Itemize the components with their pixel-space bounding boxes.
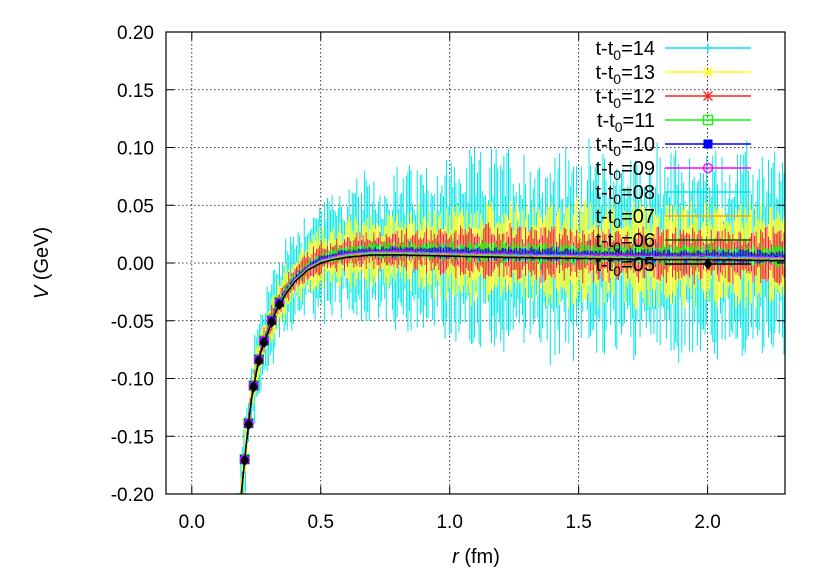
legend-marker — [703, 91, 713, 101]
series-line — [240, 253, 785, 494]
legend-label-suffix: =08 — [621, 182, 655, 204]
y-tick-label: 0.10 — [117, 139, 154, 160]
legend-label: t-t0=12 — [595, 86, 655, 111]
legend-label-prefix: t-t — [595, 206, 613, 228]
data-point — [259, 337, 269, 349]
legend-label: t-t0=11 — [597, 110, 655, 135]
legend-label: t-t0=09 — [595, 158, 655, 183]
legend-label-suffix: =06 — [621, 230, 655, 252]
series-08 — [240, 251, 785, 494]
legend-label-suffix: =13 — [621, 62, 655, 84]
series-line — [240, 252, 785, 494]
y-tick-label: -0.10 — [111, 370, 154, 391]
legend-marker — [703, 67, 713, 77]
x-tick-label: 2.0 — [694, 512, 720, 533]
legend-label-prefix: t-t — [595, 86, 613, 108]
legend-marker — [703, 258, 713, 270]
data-point — [240, 455, 250, 467]
legend-label-sub: 0 — [613, 263, 621, 279]
legend-label-suffix: =09 — [621, 158, 655, 180]
y-axis-label: V (GeV) — [31, 227, 53, 299]
y-tick-label: -0.05 — [111, 312, 154, 333]
legend-label-prefix: t-t — [595, 230, 613, 252]
x-tick-label: 0.5 — [308, 512, 334, 533]
x-axis-unit: (fm) — [464, 546, 500, 568]
legend-label: t-t0=10 — [595, 134, 655, 159]
x-axis-label: r (fm) — [452, 546, 500, 568]
data-point — [254, 355, 264, 367]
series-line — [240, 248, 785, 494]
legend-label-sub: 0 — [613, 71, 621, 87]
y-tick-label: 0.20 — [117, 23, 154, 44]
legend-label-suffix: =11 — [623, 110, 655, 132]
x-axis-var: r — [452, 546, 460, 568]
x-tick-label: 1.0 — [436, 512, 462, 533]
plot-area — [235, 138, 785, 494]
legend-label: t-t0=07 — [595, 206, 655, 231]
legend-marker — [703, 43, 713, 53]
legend-label-sub: 0 — [613, 239, 621, 255]
plot-data — [235, 138, 785, 494]
grid-lines — [166, 32, 785, 494]
y-axis-var: V — [31, 284, 53, 299]
legend-label-prefix: t-t — [595, 182, 613, 204]
legend-label-prefix: t-t — [595, 254, 613, 276]
x-tick-label: 0.0 — [179, 512, 205, 533]
series-05 — [240, 253, 785, 494]
legend-label: t-t0=14 — [595, 38, 655, 63]
legend-label-suffix: =10 — [621, 134, 655, 156]
legend-label-suffix: =07 — [621, 206, 655, 228]
legend-label: t-t0=05 — [595, 254, 655, 279]
y-tick-label: -0.15 — [111, 427, 154, 448]
legend-label: t-t0=06 — [595, 230, 655, 255]
legend-label-prefix: t-t — [595, 62, 613, 84]
y-tick-label: 0.05 — [117, 196, 154, 217]
series-07 — [240, 252, 785, 494]
legend-label-sub: 0 — [613, 215, 621, 231]
y-tick-label: -0.20 — [111, 485, 154, 506]
data-point — [267, 316, 277, 328]
data-point — [274, 299, 284, 311]
legend-label-suffix: =05 — [621, 254, 655, 276]
legend-marker — [702, 114, 714, 126]
x-tick-label: 1.5 — [565, 512, 591, 533]
legend-label-sub: 0 — [613, 191, 621, 207]
series-line — [240, 251, 785, 494]
legend-marker — [702, 162, 714, 174]
legend-label-sub: 0 — [615, 119, 623, 135]
legend-label-sub: 0 — [613, 167, 621, 183]
legend-label-sub: 0 — [613, 47, 621, 63]
legend-label-prefix: t-t — [595, 38, 613, 60]
legend-label: t-t0=08 — [595, 182, 655, 207]
legend-label-prefix: t-t — [595, 158, 613, 180]
legend-label-suffix: =14 — [621, 38, 655, 60]
axis-ticks: 0.0 0.5 1.0 1.5 2.0 0.20 0.15 0.10 0.05 0.00 -0.05… — [111, 23, 785, 533]
y-tick-label: 0.00 — [117, 254, 154, 275]
data-point — [244, 419, 254, 431]
legend-label-prefix: t-t — [595, 134, 613, 156]
legend-marker — [703, 139, 713, 149]
legend-label-suffix: =12 — [621, 86, 655, 108]
y-tick-label: 0.15 — [117, 81, 154, 102]
legend: t-t0=14t-t0=13t-t0=12t-t0=11t-t0=10t-t0=… — [595, 38, 751, 279]
data-point — [249, 381, 259, 393]
legend-label-sub: 0 — [613, 95, 621, 111]
y-axis-unit: (GeV) — [31, 227, 53, 280]
legend-label-sub: 0 — [613, 143, 621, 159]
legend-label: t-t0=13 — [595, 62, 655, 87]
legend-label-prefix: t-t — [597, 110, 615, 132]
